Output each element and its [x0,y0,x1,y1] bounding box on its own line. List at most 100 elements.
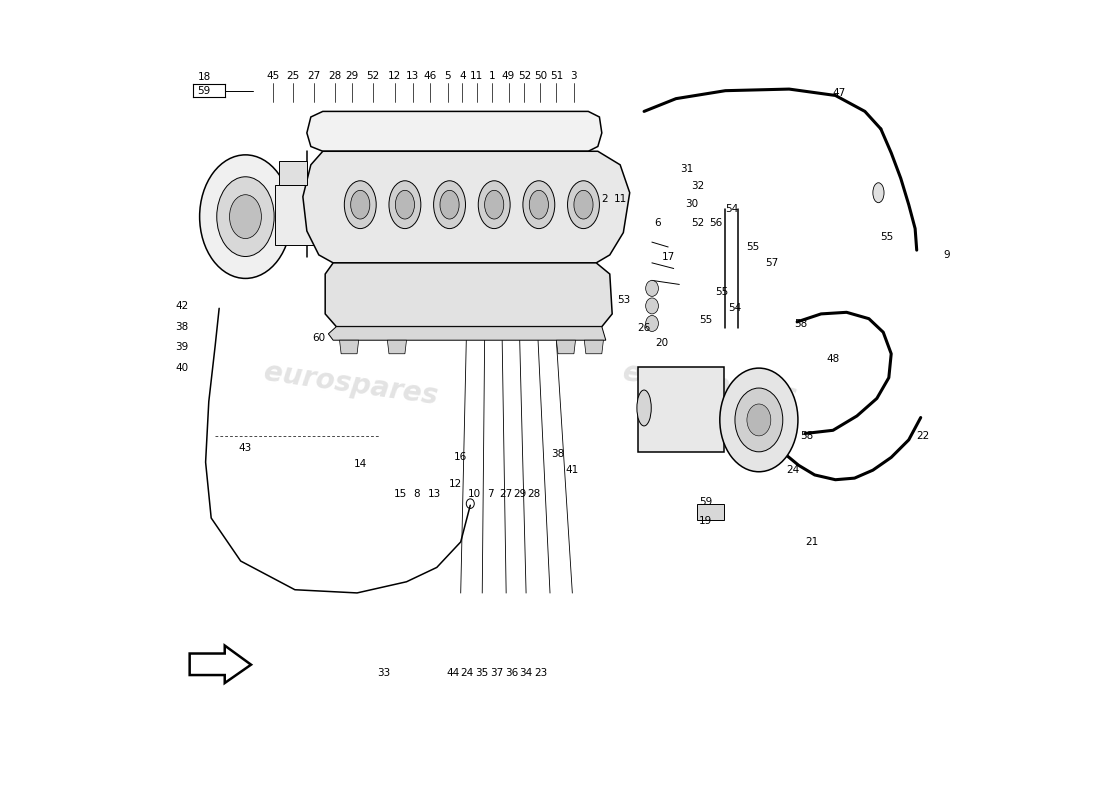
Ellipse shape [433,181,465,229]
Text: 20: 20 [654,338,668,347]
Text: 37: 37 [490,668,503,678]
Text: 11: 11 [614,194,627,204]
Text: 18: 18 [197,72,210,82]
Polygon shape [387,340,407,354]
Text: 21: 21 [805,537,818,547]
Text: 12: 12 [388,71,401,82]
Text: 2: 2 [601,194,607,204]
Text: 17: 17 [661,251,674,262]
Polygon shape [584,340,604,354]
Text: 24: 24 [461,668,474,678]
Ellipse shape [522,181,554,229]
Text: 9: 9 [944,250,950,260]
Ellipse shape [529,190,549,219]
Text: 45: 45 [266,71,279,82]
Polygon shape [557,340,575,354]
Text: 33: 33 [377,668,390,678]
Text: 53: 53 [617,294,630,305]
Text: 27: 27 [499,489,513,499]
Ellipse shape [478,181,510,229]
Ellipse shape [574,190,593,219]
Text: 1: 1 [488,71,495,82]
Text: 4: 4 [459,71,465,82]
Text: 8: 8 [412,489,419,499]
Ellipse shape [873,182,884,202]
Text: 28: 28 [527,489,541,499]
Text: 25: 25 [287,71,300,82]
Polygon shape [307,111,602,151]
Text: 19: 19 [698,516,712,526]
Text: 16: 16 [454,452,467,462]
Ellipse shape [646,298,659,314]
Polygon shape [326,263,613,326]
Text: 55: 55 [880,231,893,242]
Text: 38: 38 [551,450,564,459]
Polygon shape [275,185,327,245]
Text: 52: 52 [366,71,379,82]
Text: 34: 34 [519,668,532,678]
Text: 13: 13 [406,71,419,82]
Text: 39: 39 [175,342,188,352]
Text: 23: 23 [534,668,547,678]
Text: 3: 3 [571,71,578,82]
Text: 29: 29 [513,489,526,499]
Ellipse shape [747,404,771,436]
Ellipse shape [344,181,376,229]
Ellipse shape [230,194,262,238]
Text: 52: 52 [691,218,704,228]
Text: 30: 30 [685,199,698,209]
Text: 58: 58 [800,431,813,441]
Polygon shape [189,646,251,683]
Ellipse shape [719,368,797,472]
Ellipse shape [389,181,421,229]
Text: 51: 51 [550,71,563,82]
Text: 60: 60 [312,333,326,343]
Ellipse shape [440,190,459,219]
Text: 41: 41 [565,465,579,475]
Text: 54: 54 [728,302,741,313]
Text: 42: 42 [175,301,188,311]
Ellipse shape [568,181,600,229]
Text: 58: 58 [794,319,807,330]
Ellipse shape [637,390,651,426]
Text: 27: 27 [307,71,320,82]
Text: 49: 49 [502,71,515,82]
Polygon shape [340,340,359,354]
Text: 7: 7 [487,489,494,499]
Polygon shape [638,366,724,452]
Text: 32: 32 [691,182,704,191]
Text: 10: 10 [468,489,481,499]
Polygon shape [329,326,606,340]
Text: 29: 29 [345,71,359,82]
Polygon shape [279,161,307,185]
Polygon shape [697,504,724,519]
Text: 26: 26 [637,323,651,334]
Text: 22: 22 [916,431,930,441]
Text: 13: 13 [428,489,441,499]
Text: 35: 35 [475,668,488,678]
Text: 24: 24 [786,465,800,475]
Text: eurospares: eurospares [262,358,440,410]
Text: 55: 55 [747,242,760,252]
Text: 15: 15 [394,489,407,499]
Text: 31: 31 [681,164,694,174]
Text: 57: 57 [764,258,779,268]
Ellipse shape [646,281,659,296]
Text: 48: 48 [826,354,839,363]
Text: 55: 55 [715,287,728,298]
Ellipse shape [199,155,292,278]
Polygon shape [302,151,629,263]
Text: 59: 59 [698,497,712,507]
Text: 47: 47 [832,88,845,98]
Ellipse shape [485,190,504,219]
Ellipse shape [646,315,659,331]
Text: 56: 56 [710,218,723,228]
Text: eurospares: eurospares [620,358,799,410]
Text: 38: 38 [175,322,188,332]
Text: 40: 40 [175,363,188,373]
Text: 12: 12 [449,478,463,489]
Text: 52: 52 [518,71,531,82]
Text: 28: 28 [328,71,341,82]
Text: 43: 43 [239,443,252,453]
Ellipse shape [351,190,370,219]
